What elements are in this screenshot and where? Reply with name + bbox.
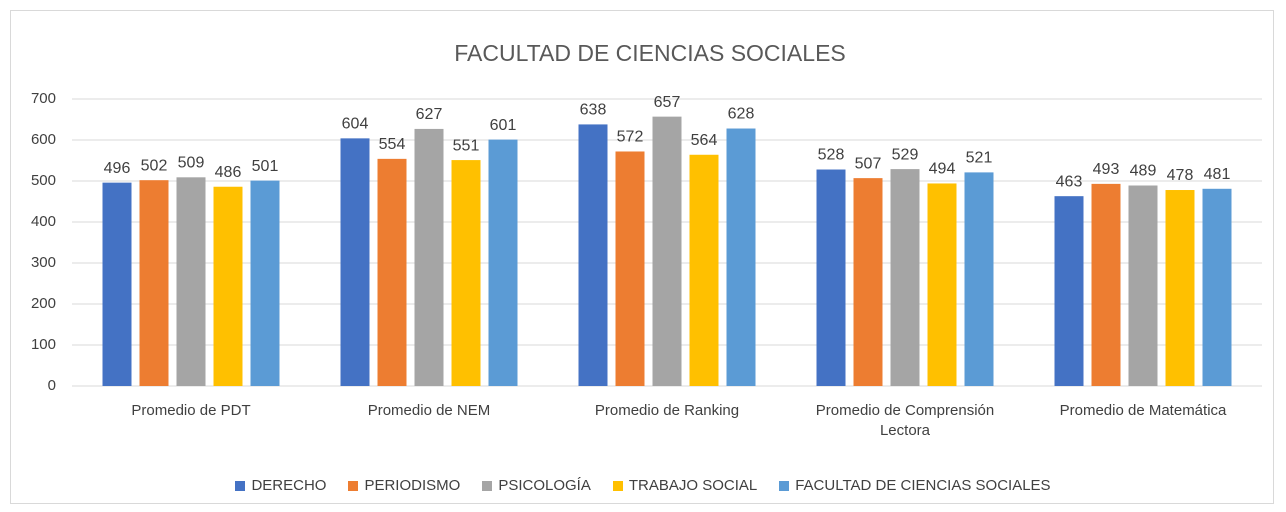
value-label: 493 xyxy=(1093,161,1120,178)
bar xyxy=(451,160,481,386)
y-tick-label: 600 xyxy=(31,131,56,148)
legend-swatch xyxy=(348,480,359,491)
value-label: 638 xyxy=(580,102,607,119)
bar xyxy=(176,177,206,386)
value-label: 502 xyxy=(141,157,168,174)
bar xyxy=(964,172,994,386)
value-label: 604 xyxy=(342,116,369,133)
bar xyxy=(377,158,407,386)
value-label: 486 xyxy=(215,164,242,181)
bar xyxy=(340,138,370,386)
value-label: 494 xyxy=(929,161,956,178)
bar xyxy=(689,154,719,386)
legend-label: TRABAJO SOCIAL xyxy=(628,477,758,494)
bar xyxy=(1054,196,1084,386)
y-tick-label: 500 xyxy=(31,172,56,189)
value-label: 572 xyxy=(617,129,644,146)
bar xyxy=(250,180,280,386)
bar xyxy=(213,186,243,386)
bar xyxy=(578,124,608,387)
y-tick-label: 700 xyxy=(31,90,56,107)
legend-swatch xyxy=(779,480,790,491)
legend-swatch xyxy=(612,480,623,491)
x-tick-label: Promedio de Comprensión Lectora xyxy=(815,402,995,439)
value-label: 551 xyxy=(453,137,480,154)
value-label: 564 xyxy=(691,132,718,149)
value-label: 521 xyxy=(966,150,993,167)
value-label: 554 xyxy=(379,136,406,153)
legend-label: FACULTAD DE CIENCIAS SOCIALES xyxy=(795,477,1051,494)
legend-item: PSICOLOGÍA xyxy=(482,477,591,494)
chart-title: FACULTAD DE CIENCIAS SOCIALES xyxy=(454,40,846,66)
value-label: 628 xyxy=(728,106,755,123)
bar xyxy=(853,178,883,386)
value-label: 489 xyxy=(1130,163,1157,180)
bar xyxy=(414,128,444,386)
bar xyxy=(139,180,169,386)
bar xyxy=(652,116,682,386)
bar xyxy=(890,169,920,386)
bar xyxy=(1128,185,1158,386)
value-label: 601 xyxy=(490,117,517,134)
value-label: 657 xyxy=(654,94,681,111)
legend-swatch xyxy=(482,480,493,491)
legend-label: PERIODISMO xyxy=(364,477,461,494)
value-label: 501 xyxy=(252,158,279,175)
bar xyxy=(1202,188,1232,386)
bar xyxy=(1091,183,1121,386)
chart-frame xyxy=(10,10,1274,504)
y-tick-label: 200 xyxy=(31,295,56,312)
value-label: 496 xyxy=(104,160,131,177)
bar xyxy=(816,169,846,386)
x-tick-label: Promedio de Ranking xyxy=(594,402,740,419)
bar xyxy=(1165,190,1195,386)
value-label: 463 xyxy=(1056,173,1083,190)
legend: DERECHO PERIODISMO PSICOLOGÍA TRABAJO SOCIA… xyxy=(0,477,1286,494)
x-tick-label: Promedio de PDT xyxy=(131,402,251,419)
bar xyxy=(927,183,957,386)
bar xyxy=(488,139,518,386)
legend-item: PERIODISMO xyxy=(348,477,460,494)
y-tick-label: 400 xyxy=(31,213,56,230)
legend-label: DERECHO xyxy=(251,477,327,494)
y-tick-label: 300 xyxy=(31,254,56,271)
legend-item: FACULTAD DE CIENCIAS SOCIALES xyxy=(779,477,1051,494)
legend-swatch xyxy=(235,480,246,491)
x-tick-label: Promedio de NEM xyxy=(367,402,491,419)
bar xyxy=(726,128,756,386)
value-label: 478 xyxy=(1167,167,1194,184)
x-tick-label: Promedio de Matemática xyxy=(1059,402,1227,419)
legend-item: DERECHO xyxy=(235,477,326,494)
legend-label: PSICOLOGÍA xyxy=(498,477,591,494)
value-label: 509 xyxy=(178,155,205,172)
y-tick-label: 100 xyxy=(31,336,56,353)
bar xyxy=(615,151,645,386)
value-label: 528 xyxy=(818,147,845,164)
value-label: 627 xyxy=(416,106,443,123)
value-label: 507 xyxy=(855,155,882,172)
y-tick-label: 0 xyxy=(48,377,56,394)
value-label: 529 xyxy=(892,146,919,163)
bar xyxy=(102,182,132,386)
legend-item: TRABAJO SOCIAL xyxy=(612,477,758,494)
value-label: 481 xyxy=(1204,166,1231,183)
